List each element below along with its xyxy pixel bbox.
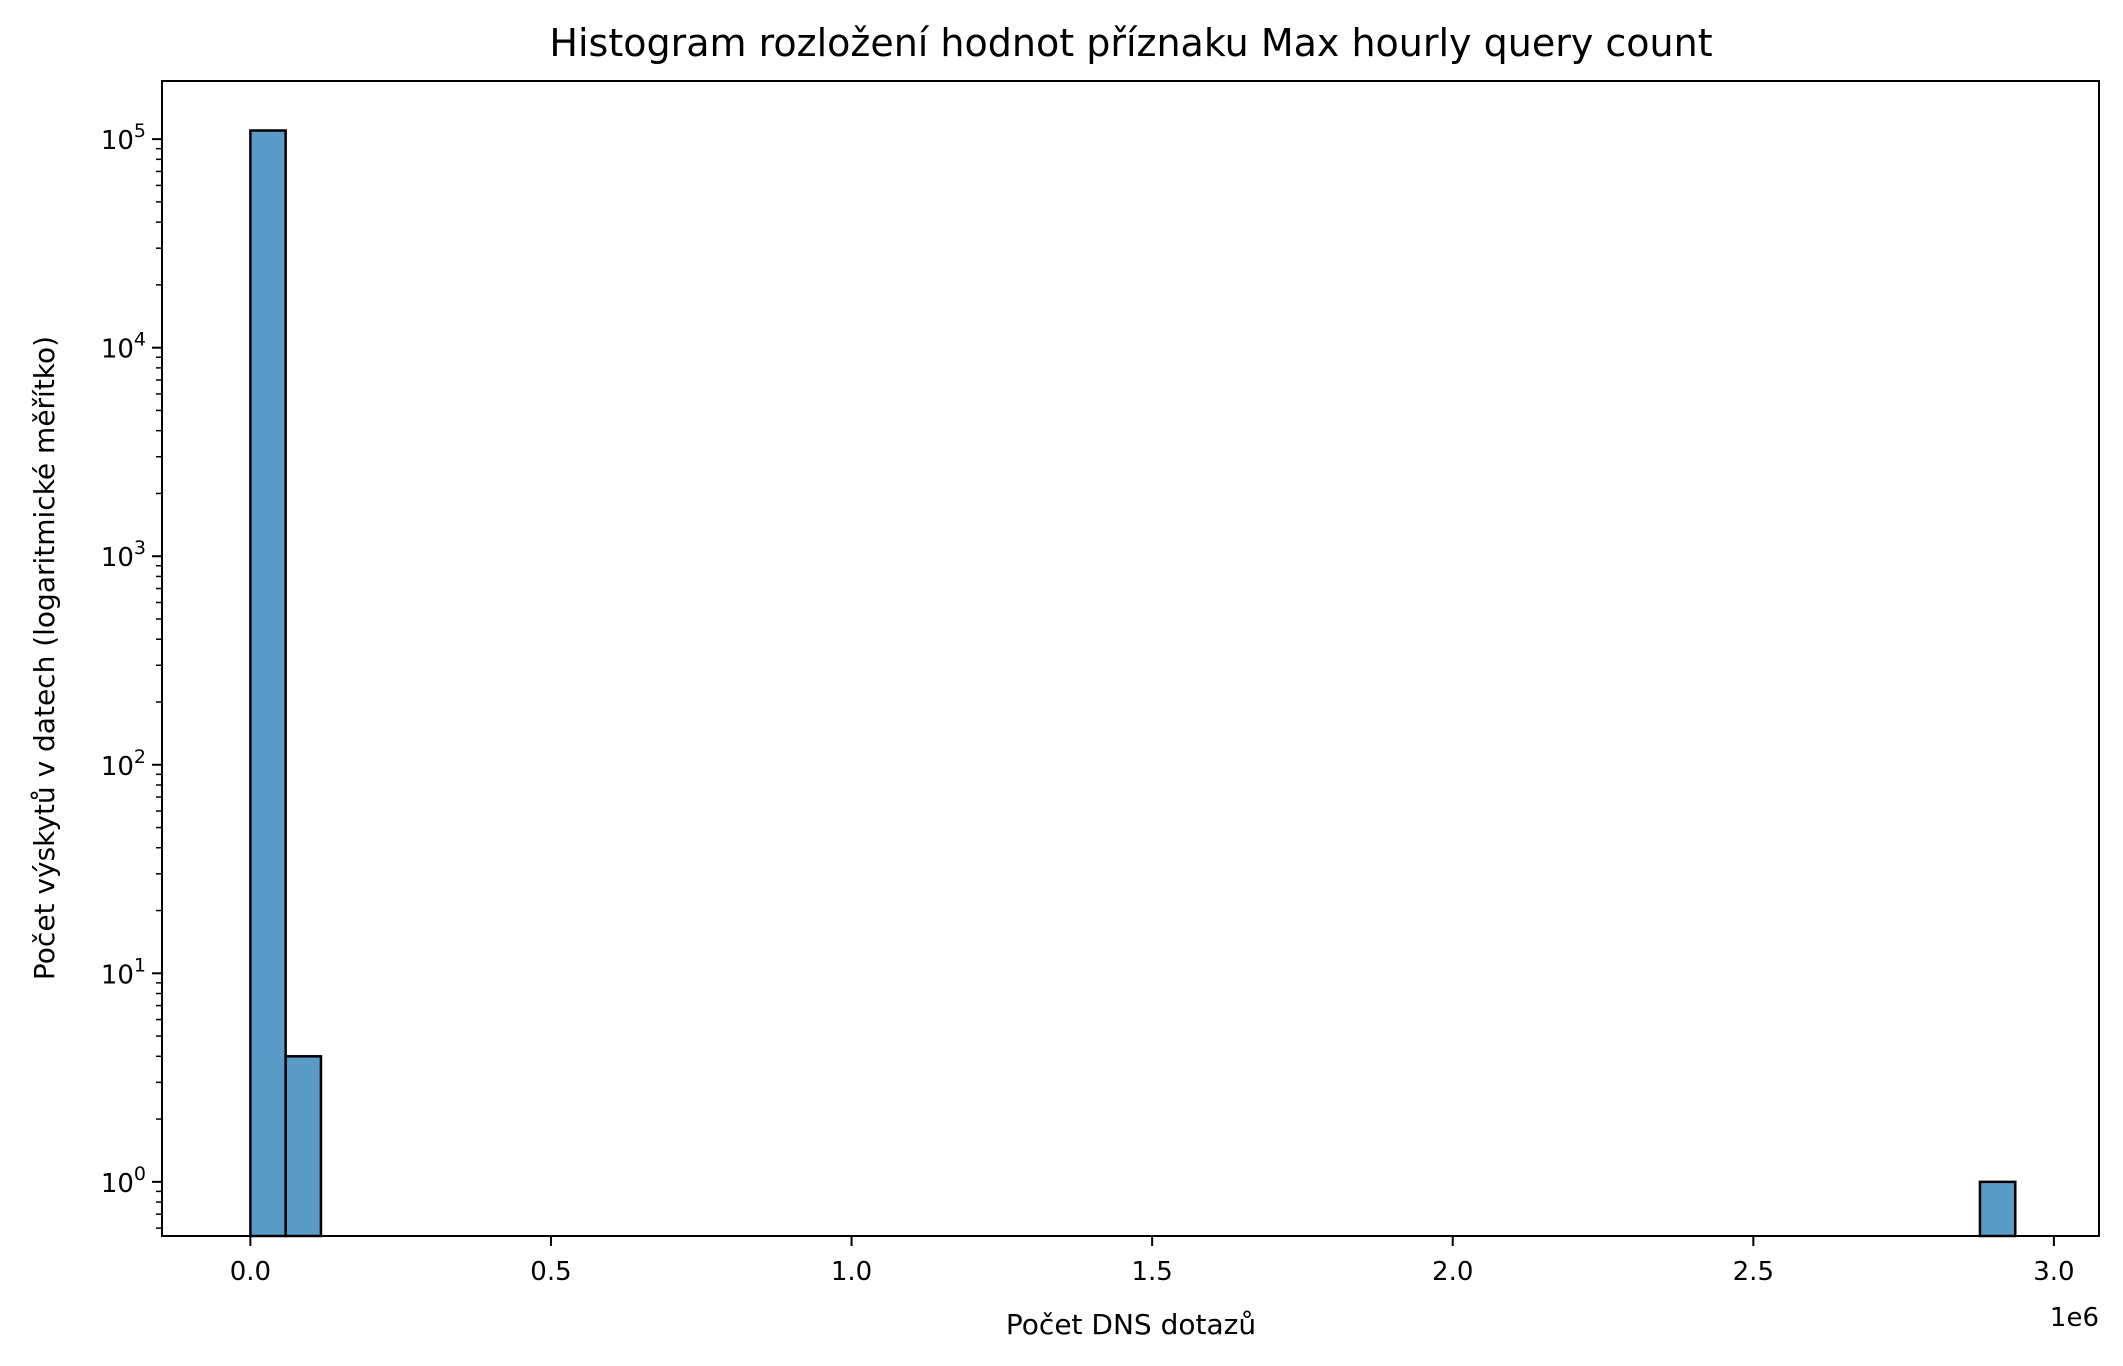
y-tick-label: 104 (101, 329, 146, 365)
y-tick-label: 105 (101, 120, 146, 156)
x-tick-label: 1.5 (1131, 1257, 1172, 1287)
y-tick-label: 100 (101, 1163, 146, 1199)
histogram-bar (1978, 1180, 2017, 1238)
plot-frame (161, 80, 2100, 1237)
x-axis-label: Počet DNS dotazů (1006, 1308, 1256, 1341)
chart-title: Histogram rozložení hodnot příznaku Max … (549, 21, 1712, 65)
x-tick-label: 0.0 (230, 1257, 271, 1287)
histogram-bar (284, 1055, 323, 1238)
y-axis-label: Počet výskytů v datech (logaritmické měř… (28, 336, 61, 980)
x-tick-label: 2.5 (1733, 1257, 1774, 1287)
y-axis-ticks: 100 101 102 103 104 105 (101, 120, 162, 1229)
x-axis-offset-label: 1e6 (2050, 1303, 2099, 1333)
bars-layer (249, 129, 2017, 1238)
y-tick-label: 103 (101, 537, 146, 573)
y-tick-label: 102 (101, 746, 146, 782)
x-tick-label: 2.0 (1432, 1257, 1473, 1287)
histogram-bar (249, 129, 287, 1238)
x-tick-label: 0.5 (530, 1257, 571, 1287)
x-tick-label: 1.0 (831, 1257, 872, 1287)
x-axis-ticks: 0.0 0.5 1.0 1.5 2.0 2.5 3.0 (230, 1236, 2075, 1287)
x-tick-label: 3.0 (2033, 1257, 2074, 1287)
y-tick-label: 101 (101, 954, 146, 990)
